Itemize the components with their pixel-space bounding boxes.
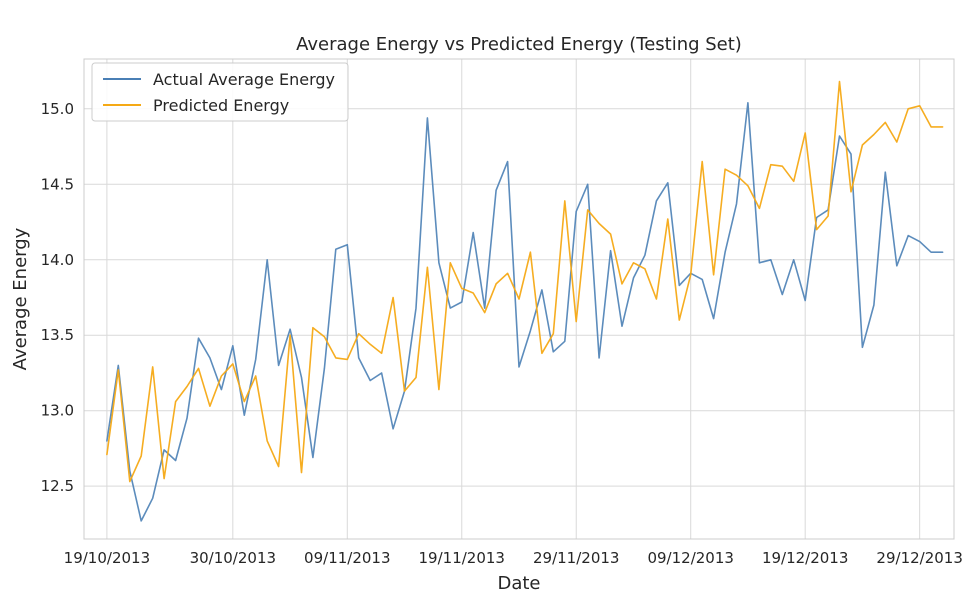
legend-label-actual: Actual Average Energy <box>153 70 335 89</box>
legend-label-predicted: Predicted Energy <box>153 96 289 115</box>
legend-box <box>91 62 349 122</box>
y-tick-label: 13.5 <box>41 326 74 344</box>
y-tick-labels: 12.5 13.0 13.5 14.0 14.5 15.0 <box>41 100 74 495</box>
x-tick-label: 09/12/2013 <box>647 549 733 567</box>
x-tick-label: 29/12/2013 <box>876 549 962 567</box>
y-tick-label: 12.5 <box>41 477 74 495</box>
x-tick-label: 19/11/2013 <box>419 549 505 567</box>
series-line-actual <box>106 102 944 522</box>
y-tick-label: 14.5 <box>41 175 74 193</box>
x-tick-label: 29/11/2013 <box>533 549 619 567</box>
series-layer <box>106 80 944 522</box>
chart-title: Average Energy vs Predicted Energy (Test… <box>296 34 742 55</box>
y-axis-label: Average Energy <box>10 227 31 370</box>
series-line-predicted <box>106 80 944 483</box>
plot-area-frame <box>83 58 955 540</box>
y-tick-label: 14.0 <box>41 251 74 269</box>
x-tick-label: 09/11/2013 <box>304 549 390 567</box>
x-tick-label: 30/10/2013 <box>190 549 276 567</box>
x-tick-label: 19/10/2013 <box>64 549 150 567</box>
x-tick-label: 19/12/2013 <box>762 549 848 567</box>
y-tick-label: 13.0 <box>41 402 74 420</box>
legend: Actual Average Energy Predicted Energy <box>91 62 349 122</box>
x-tick-labels: 19/10/2013 30/10/2013 09/11/2013 19/11/2013… <box>64 549 963 567</box>
y-tick-label: 15.0 <box>41 100 74 118</box>
x-axis-label: Date <box>497 573 540 594</box>
